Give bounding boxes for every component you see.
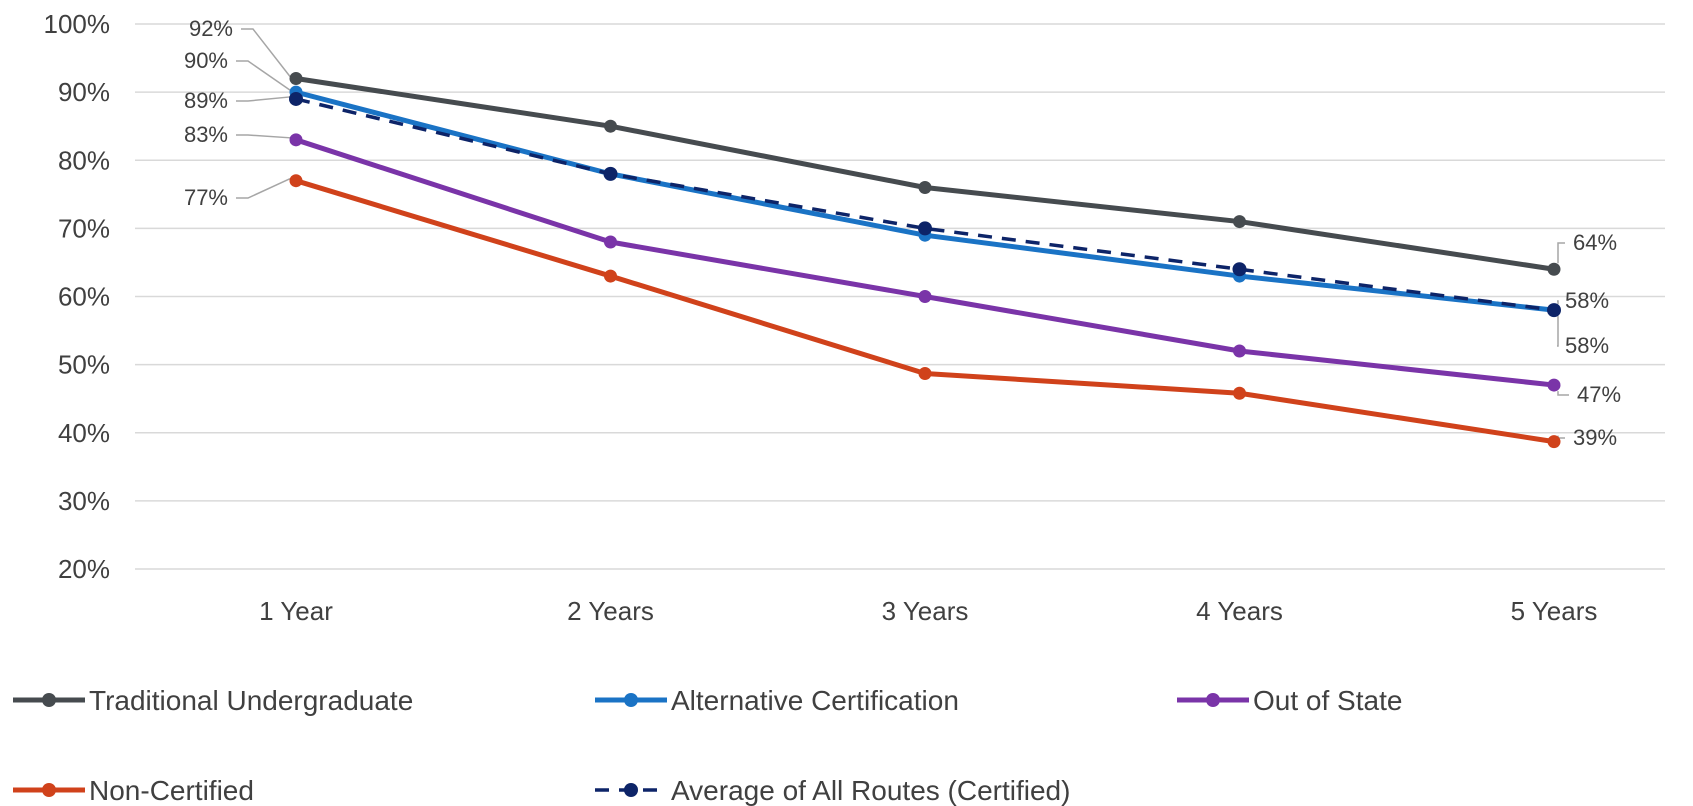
legend-swatch-marker [624, 783, 638, 797]
legend-swatch-marker [624, 693, 638, 707]
data-label: 90% [184, 48, 228, 73]
series-non-certified [289, 174, 1561, 449]
data-point [918, 181, 932, 194]
legend-swatch-marker [1206, 693, 1220, 707]
leader-line [236, 60, 291, 91]
series-lines [289, 72, 1561, 449]
data-point [604, 119, 617, 133]
data-point [1547, 303, 1561, 318]
series-traditional-undergraduate [289, 72, 1561, 276]
legend-label: Out of State [1253, 685, 1402, 716]
data-point [289, 91, 303, 106]
data-point [1232, 262, 1247, 277]
leader-line [1557, 391, 1569, 396]
x-tick-label: 2 Years [567, 596, 654, 626]
data-label: 47% [1577, 382, 1621, 407]
legend: Traditional Undergraduate Alternative Cer… [13, 685, 1402, 806]
y-tick-label: 70% [58, 213, 110, 243]
data-point [918, 366, 932, 380]
leader-line [1557, 300, 1559, 305]
data-label: 64% [1573, 230, 1617, 255]
legend-item: Out of State [1177, 685, 1402, 716]
x-axis: 1 Year 2 Years 3 Years 4 Years 5 Years [259, 596, 1597, 626]
data-point [289, 174, 303, 188]
series-average-of-all-routes-certified [289, 91, 1561, 318]
data-label: 89% [184, 88, 228, 113]
data-point [1233, 215, 1246, 229]
leader-line [241, 28, 291, 77]
legend-item: Alternative Certification [595, 685, 959, 716]
leader-line [236, 178, 291, 199]
legend-label: Non-Certified [89, 775, 254, 806]
data-label: 92% [189, 16, 233, 41]
y-tick-label: 40% [58, 418, 110, 448]
x-tick-label: 1 Year [259, 596, 333, 626]
legend-label: Traditional Undergraduate [89, 685, 413, 716]
data-point [1233, 344, 1246, 358]
y-tick-label: 50% [58, 350, 110, 380]
data-label-leaders [236, 28, 1569, 439]
series-out-of-state [289, 133, 1561, 392]
legend-item: Traditional Undergraduate [13, 685, 413, 716]
y-tick-label: 20% [58, 554, 110, 584]
y-tick-label: 30% [58, 486, 110, 516]
series-line [295, 97, 1555, 312]
data-point [603, 166, 618, 181]
data-point [604, 269, 617, 283]
x-tick-label: 5 Years [1511, 596, 1598, 626]
leader-line [236, 96, 291, 102]
y-tick-label: 100% [44, 9, 111, 39]
data-point [918, 221, 932, 236]
x-tick-label: 3 Years [882, 596, 969, 626]
data-label: 77% [184, 185, 228, 210]
data-point [1547, 262, 1561, 276]
data-point [289, 133, 303, 147]
x-tick-label: 4 Years [1196, 596, 1283, 626]
data-label: 39% [1573, 425, 1617, 450]
data-label: 58% [1565, 333, 1609, 358]
data-point [1233, 386, 1246, 400]
leader-line [236, 134, 291, 139]
series-line [295, 137, 1555, 388]
data-point [604, 235, 617, 249]
data-point [1547, 378, 1561, 392]
series-line [295, 178, 1555, 445]
data-labels: 92% 64% 90% 58% 83% 47% 77% 39% 89% 58% [184, 16, 1621, 450]
legend-label: Alternative Certification [671, 685, 959, 716]
leader-line [1557, 316, 1559, 347]
data-label: 58% [1565, 288, 1609, 313]
y-tick-label: 90% [58, 77, 110, 107]
data-point [1547, 435, 1561, 449]
legend-item: Non-Certified [13, 775, 254, 806]
legend-swatch-marker [42, 783, 56, 797]
data-point [918, 290, 932, 303]
legend-label: Average of All Routes (Certified) [671, 775, 1070, 806]
legend-item: Average of All Routes (Certified) [595, 775, 1070, 806]
data-point [289, 72, 303, 85]
legend-swatch-marker [42, 693, 56, 707]
y-tick-label: 80% [58, 145, 110, 175]
y-axis: 20% 30% 40% 50% 60% 70% 80% 90% 100% [44, 9, 111, 584]
leader-line [1557, 242, 1565, 264]
y-tick-label: 60% [58, 282, 110, 312]
data-label: 83% [184, 122, 228, 147]
